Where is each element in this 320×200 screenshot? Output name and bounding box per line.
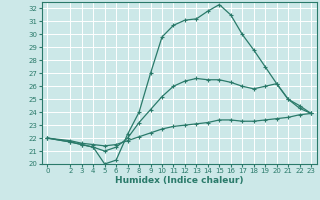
- X-axis label: Humidex (Indice chaleur): Humidex (Indice chaleur): [115, 176, 244, 185]
